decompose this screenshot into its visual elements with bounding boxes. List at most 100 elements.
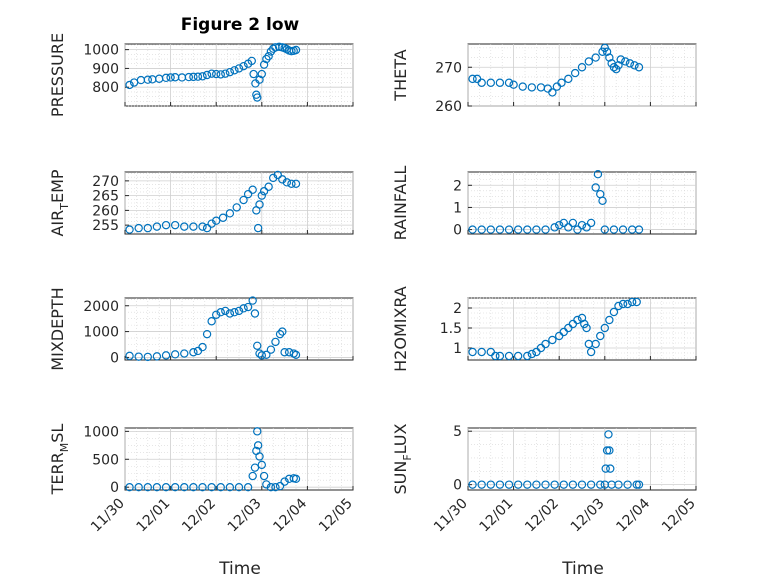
y-tick-label: 0 [110,480,119,496]
data-point [234,483,244,492]
data-point [593,170,603,179]
data-point [614,301,623,311]
data-point [225,209,235,218]
data-point [211,69,221,79]
y-axis-label: AIRTEMP [48,169,71,236]
data-point [509,80,518,89]
data-point [266,483,276,492]
data-point [253,427,262,436]
data-point [291,45,301,55]
y-tick-label: 5 [453,424,462,440]
data-point [189,348,198,357]
y-tick-label: 0 [453,478,462,494]
y-axis-label: PRESSURE [48,33,67,117]
data-point [609,307,619,317]
data-point [271,337,280,347]
data-point [604,430,613,439]
data-point [211,216,221,225]
y-tick-label: 2 [453,301,462,317]
y-tick-label: 265 [92,189,119,205]
data-point [230,66,239,75]
data-point [550,223,559,232]
data-point [225,67,235,77]
y-tick-label: 1000 [83,43,119,59]
y-tick-label: 255 [92,218,119,234]
data-point [211,310,221,319]
data-point [605,446,614,455]
data-point [495,351,505,361]
data-point [218,213,228,222]
y-axis-label: TERRMSL [48,424,71,496]
data-point [262,480,271,489]
data-point [291,179,301,189]
data-point [198,342,207,352]
data-point [573,225,582,234]
data-point [221,69,230,78]
data-point [596,480,605,489]
data-point [582,223,591,232]
data-point [602,47,612,56]
data-point [513,351,523,361]
data-point [225,483,235,492]
data-point [243,302,253,312]
data-point [170,483,180,492]
data-point [557,78,566,87]
data-point [275,481,285,491]
data-point [255,75,264,84]
data-point [287,179,296,189]
data-point [166,73,175,82]
data-point [627,297,637,307]
data-point [253,93,262,102]
y-tick-label: 900 [92,61,119,77]
data-point [234,64,244,73]
y-tick-label: 500 [92,452,119,468]
data-point [632,297,641,307]
data-point [189,222,198,231]
panel-sun-flux: 0 5 SUNFLUX 11/30 12/01 12/02 12/03 12/04 12/05 [391,423,699,535]
data-point [477,347,486,357]
data-point [232,203,241,212]
x-tick-label: 12/04 [270,495,310,535]
data-point [523,480,532,489]
x-tick-label: 12/02 [179,496,219,536]
data-point [513,225,523,234]
y-axis-label: MIXDEPTH [48,287,67,370]
data-point [255,452,264,461]
data-point [250,463,260,472]
data-point [582,323,591,333]
x-axis-label-left: Time [218,559,261,579]
data-point [216,308,225,317]
data-point [189,483,198,492]
data-point [152,483,162,492]
data-point [634,480,644,489]
data-point [239,61,248,71]
y-tick-label: 0 [110,350,119,366]
data-point [239,195,248,205]
data-point [527,349,537,359]
data-point [247,56,256,66]
data-point [634,63,644,72]
y-tick-label: 1000 [83,424,119,440]
data-point [257,351,266,360]
data-point [266,345,276,354]
y-tick-label: 800 [92,80,119,96]
data-point [632,480,641,489]
x-tick-label: 12/01 [134,496,174,536]
data-point [630,61,639,70]
data-point [605,53,614,62]
data-point [621,57,630,66]
data-point [125,225,134,234]
data-point [491,351,500,361]
data-point [602,446,612,455]
data-point [264,182,273,191]
panel-terr-msl: 0 500 1000 TERRMSL 11/30 12/01 12/02 12/03 12/04… [48,424,356,536]
data-point [598,196,607,205]
data-point [570,68,580,78]
x-tick-label: 12/03 [568,496,608,536]
data-point [207,317,216,326]
data-point [253,341,262,350]
data-point [282,178,292,187]
data-point [143,483,152,492]
panel-h2omixra: 1 1.5 2 H2OMIXRA [391,286,697,372]
data-point [152,352,162,361]
